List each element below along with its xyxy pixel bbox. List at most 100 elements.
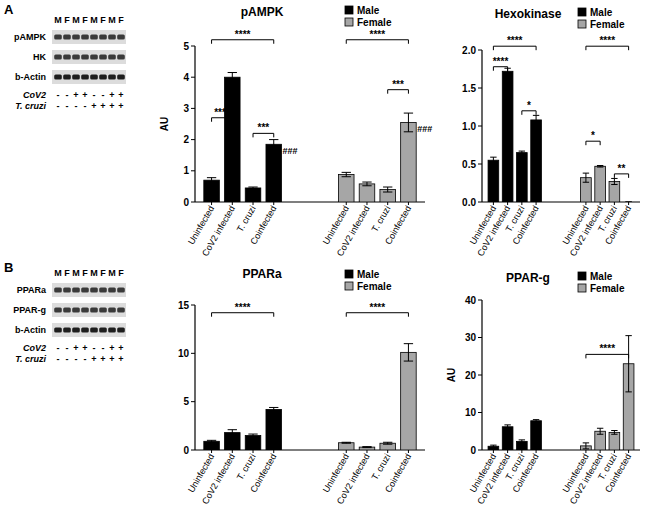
bar [609,432,620,450]
blot-band [117,75,125,80]
condition-sign: - [93,90,96,100]
x-tick [253,202,254,205]
legend-swatch [578,8,586,16]
chart: Hexokinase0.00.51.01.52.0UninfectedCoV2 … [462,7,640,258]
error-bar [490,157,496,163]
y-tick [191,170,195,171]
condition-sign: + [91,101,96,111]
y-tick-label: 20 [465,370,477,381]
x-tick-label: CoV2 infected [335,204,372,258]
significance-bracket [212,40,274,44]
blot-band [54,35,62,40]
y-tick [191,46,195,47]
error-bar [342,442,351,444]
error-bar [362,446,371,448]
significance-label: * [591,130,595,141]
condition-label: CoV2 [23,90,46,100]
blot-band [90,288,98,293]
bar [338,443,354,450]
y-tick [478,88,482,89]
lane-label: M [108,268,116,278]
error-bar [248,434,257,437]
blot-strip [52,283,126,297]
blot-band [72,35,80,40]
x-tick-label: Coinfected [248,452,278,494]
x-tick-label: Coinfected [383,204,413,246]
blot-band [108,328,116,333]
bar [380,443,396,450]
significance-label: **** [235,29,251,40]
condition-sign: - [57,354,60,364]
y-tick [478,126,482,127]
y-tick [191,139,195,140]
blot-row-label: HK [33,52,46,62]
blot-strip [52,50,126,64]
condition-sign: + [109,101,114,111]
bar [531,421,542,450]
y-tick-label: 1.5 [462,83,476,94]
y-tick-label: 10 [465,407,477,418]
blot-band [72,308,80,313]
x-tick [408,202,409,205]
y-tick-label: 1.0 [462,121,476,132]
bar [517,153,528,202]
significance-bracket [346,40,408,44]
condition-sign: - [57,343,60,353]
blot-band [99,308,107,313]
y-tick [191,77,195,78]
blot-row-label: b-Actin [15,72,46,82]
condition-sign: + [73,343,78,353]
blot: MFMFMFMFpAMPKHKb-ActinCoV2--++--++T. cru… [14,15,126,111]
significance-bracket [346,313,408,317]
blot-band [117,308,125,313]
lane-label: M [90,268,98,278]
lane-label: M [54,15,62,25]
plot-area [488,68,632,202]
y-tick [478,450,482,451]
condition-sign: + [100,101,105,111]
blot-band [108,75,116,80]
legend-swatch [345,18,353,26]
condition-sign: - [75,354,78,364]
error-bar [504,425,510,429]
y-tick [478,164,482,165]
x-tick-label: Coinfected [248,204,278,246]
legend-label: Male [590,7,613,18]
blot-band [63,328,71,333]
y-tick-label: 10 [178,348,190,359]
condition-sign: + [118,90,123,100]
blot-band [90,55,98,60]
y-tick [191,353,195,354]
legend: MaleFemale [345,5,392,28]
condition-sign: + [82,343,87,353]
bar [204,441,220,450]
significance-bracket [212,118,233,122]
blot-strip [52,30,126,44]
significance-bracket [212,313,274,317]
x-tick [366,450,367,453]
blot-band [108,288,116,293]
significance-label: **** [370,302,386,313]
error-bar [207,178,216,183]
y-tick [191,305,195,306]
chart: pAMPKAU012345UninfectedCoV2 infectedT. c… [159,5,432,258]
significance-label: **** [507,35,523,46]
blot-row-label: b-Actin [15,325,46,335]
bar [595,166,606,202]
legend-label: Female [357,17,392,28]
error-bar [611,431,617,435]
significance-bracket [614,174,628,178]
bar [266,144,282,202]
condition-sign: - [66,90,69,100]
x-tick-label: Coinfected [511,204,541,246]
y-tick [191,108,195,109]
panel-label: B [4,260,13,275]
significance-label: **** [493,56,509,67]
significance-label: **** [370,29,386,40]
legend-swatch [345,282,353,290]
error-bar [597,166,603,168]
condition-sign: - [84,101,87,111]
legend-swatch [345,6,353,14]
condition-sign: + [91,354,96,364]
error-bar [404,113,413,132]
